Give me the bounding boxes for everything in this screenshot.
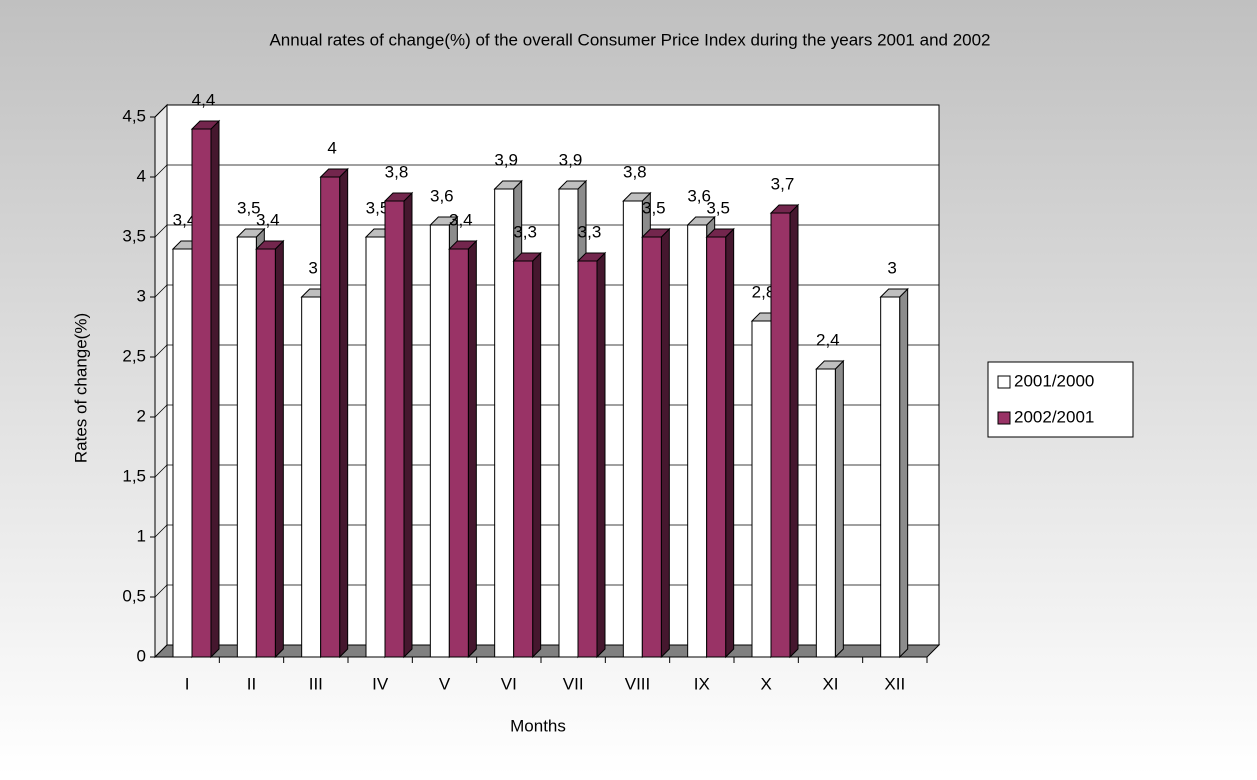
bar-side xyxy=(596,251,606,659)
bar xyxy=(255,248,276,658)
data-label: 3,8 xyxy=(623,162,647,181)
grid-line xyxy=(154,104,168,118)
bar xyxy=(880,296,901,658)
x-tick-label: XII xyxy=(884,674,905,693)
y-tick-label: 0 xyxy=(137,646,146,665)
data-label: 3,4 xyxy=(173,210,197,229)
bar xyxy=(172,248,193,658)
data-label: 3,6 xyxy=(687,186,711,205)
legend-swatch xyxy=(997,375,1011,389)
chart-title: Annual rates of change(%) of the overall… xyxy=(269,30,990,49)
bar-side xyxy=(532,251,542,659)
bar xyxy=(815,368,836,658)
x-tick-label: VIII xyxy=(625,674,651,693)
grid-line xyxy=(154,224,168,238)
bar xyxy=(622,200,643,658)
bar xyxy=(577,260,598,658)
x-tick-label: II xyxy=(247,674,256,693)
data-label: 3,9 xyxy=(559,150,583,169)
y-tick-label: 4 xyxy=(137,166,146,185)
bar xyxy=(558,188,579,658)
bar xyxy=(494,188,515,658)
legend-label: 2002/2001 xyxy=(1014,407,1094,426)
y-tick-label: 1 xyxy=(137,526,146,545)
x-axis-label: Months xyxy=(510,716,566,735)
bar-side xyxy=(899,287,909,659)
data-label: 3 xyxy=(308,258,317,277)
data-label: 3,7 xyxy=(771,174,795,193)
data-label: 3,4 xyxy=(256,210,280,229)
bar-side xyxy=(403,191,413,659)
bar-side xyxy=(789,203,799,659)
bar-side xyxy=(467,239,477,659)
bar xyxy=(513,260,534,658)
x-tick-label: I xyxy=(185,674,190,693)
data-label: 3,3 xyxy=(578,222,602,241)
grid-line xyxy=(154,464,168,478)
y-axis-label: Rates of change(%) xyxy=(71,313,90,463)
bar xyxy=(384,200,405,658)
y-tick-label: 4,5 xyxy=(122,106,146,125)
y-tick-label: 1,5 xyxy=(122,466,146,485)
side-wall xyxy=(154,103,168,659)
y-tick-label: 2 xyxy=(137,406,146,425)
bar-side xyxy=(660,227,670,659)
legend-label: 2001/2000 xyxy=(1014,371,1094,390)
bar xyxy=(770,212,791,658)
legend-box xyxy=(987,361,1134,438)
bar xyxy=(687,224,708,658)
x-tick-label: IX xyxy=(694,674,710,693)
legend-swatch xyxy=(997,411,1011,425)
bar xyxy=(191,128,212,658)
data-label: 3 xyxy=(887,258,896,277)
data-label: 4,4 xyxy=(192,90,216,109)
bar xyxy=(448,248,469,658)
y-tick-label: 3,5 xyxy=(122,226,146,245)
x-tick-label: IV xyxy=(372,674,389,693)
data-label: 3,6 xyxy=(430,186,454,205)
grid-line xyxy=(154,284,168,298)
grid-line xyxy=(154,404,168,418)
data-label: 3,4 xyxy=(449,210,473,229)
x-tick-label: X xyxy=(760,674,771,693)
bar-side xyxy=(339,167,349,659)
bar xyxy=(301,296,322,658)
bar xyxy=(641,236,662,658)
bar-side xyxy=(210,119,220,659)
data-label: 2,4 xyxy=(816,330,840,349)
data-label: 2,8 xyxy=(752,282,776,301)
data-label: 3,5 xyxy=(366,198,390,217)
x-tick-label: VII xyxy=(563,674,584,693)
x-tick-label: V xyxy=(439,674,451,693)
data-label: 3,5 xyxy=(706,198,730,217)
bar-side xyxy=(274,239,284,659)
data-label: 3,5 xyxy=(237,198,261,217)
data-label: 3,9 xyxy=(494,150,518,169)
bar xyxy=(706,236,727,658)
y-tick-label: 3 xyxy=(137,286,146,305)
bar-side xyxy=(725,227,735,659)
x-tick-label: XI xyxy=(822,674,838,693)
x-tick-label: III xyxy=(309,674,323,693)
data-label: 3,5 xyxy=(642,198,666,217)
bar-side xyxy=(834,359,844,659)
grid-line xyxy=(154,344,168,358)
bar xyxy=(751,320,772,658)
data-label: 3,8 xyxy=(385,162,409,181)
y-tick-label: 2,5 xyxy=(122,346,146,365)
x-tick-label: VI xyxy=(501,674,517,693)
data-label: 4 xyxy=(327,138,336,157)
bar xyxy=(236,236,257,658)
grid-line xyxy=(154,164,168,178)
bar xyxy=(429,224,450,658)
y-tick-label: 0,5 xyxy=(122,586,146,605)
bar xyxy=(320,176,341,658)
bar xyxy=(365,236,386,658)
grid-line xyxy=(154,584,168,598)
data-label: 3,3 xyxy=(513,222,537,241)
grid-line xyxy=(154,524,168,538)
